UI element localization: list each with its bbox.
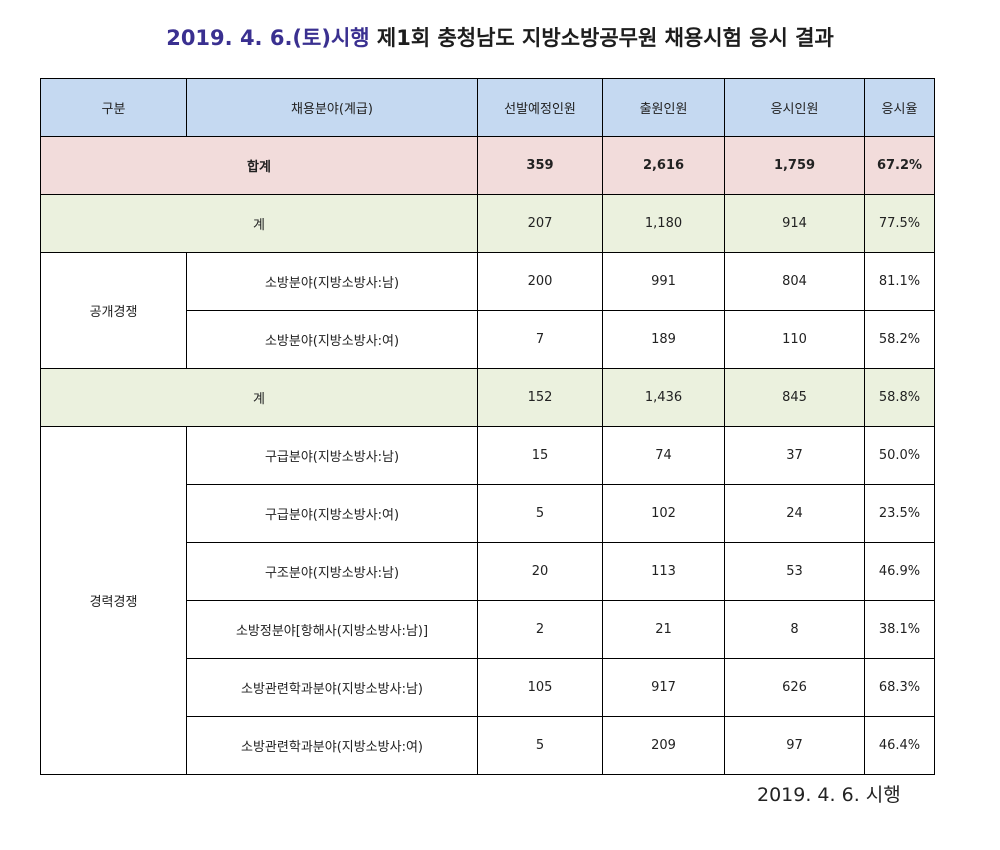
- row-rate: 68.3%: [864, 658, 935, 717]
- total-attended: 1,759: [724, 136, 865, 195]
- row-planned: 200: [477, 252, 603, 311]
- footer-date: 2019. 4. 6. 시행: [757, 784, 901, 806]
- row-planned: 2: [477, 600, 603, 659]
- total-planned: 359: [477, 136, 603, 195]
- row-planned: 5: [477, 484, 603, 543]
- title-date: 2019. 4. 6.(토)시행: [166, 26, 370, 50]
- table-header-row: 구분 채용분야(계급) 선발예정인원 출원인원 응시인원 응시율: [40, 78, 935, 137]
- row-field: 소방정분야[항해사(지방소방사:남)]: [186, 600, 478, 659]
- open-group-label: 공개경쟁: [40, 252, 187, 369]
- row-field: 소방관련학과분야(지방소방사:여): [186, 716, 478, 775]
- row-applied: 74: [602, 426, 725, 485]
- header-applied: 출원인원: [602, 78, 725, 137]
- row-planned: 20: [477, 542, 603, 601]
- career-subtotal-applied: 1,436: [602, 368, 725, 427]
- row-rate: 46.9%: [864, 542, 935, 601]
- row-attended: 110: [724, 310, 865, 369]
- table-row: 경력경쟁 구급분야(지방소방사:남) 15 74 37 50.0%: [40, 426, 935, 775]
- row-field: 소방분야(지방소방사:여): [186, 310, 478, 369]
- table-row: 구급분야(지방소방사:여) 5 102 24 23.5%: [41, 484, 935, 543]
- table-row: 소방분야(지방소방사:여) 7 189 110 58.2%: [41, 310, 935, 369]
- row-rate: 58.2%: [864, 310, 935, 369]
- results-table: 구분 채용분야(계급) 선발예정인원 출원인원 응시인원 응시율 합계 359 …: [40, 78, 935, 775]
- total-label: 합계: [40, 136, 478, 195]
- header-field: 채용분야(계급): [186, 78, 478, 137]
- row-attended: 97: [724, 716, 865, 775]
- row-field: 소방관련학과분야(지방소방사:남): [186, 658, 478, 717]
- table-row: 공개경쟁 소방분야(지방소방사:남) 200 991 804 81.1%: [40, 252, 935, 369]
- open-subtotal-label: 계: [40, 194, 478, 253]
- row-field: 소방분야(지방소방사:남): [186, 252, 478, 311]
- row-planned: 7: [477, 310, 603, 369]
- header-attended: 응시인원: [724, 78, 865, 137]
- career-subtotal-planned: 152: [477, 368, 603, 427]
- table-row: 소방정분야[항해사(지방소방사:남)] 2 21 8 38.1%: [41, 600, 935, 659]
- total-applied: 2,616: [602, 136, 725, 195]
- career-subtotal-attended: 845: [724, 368, 865, 427]
- row-rate: 81.1%: [864, 252, 935, 311]
- row-attended: 37: [724, 426, 865, 485]
- row-attended: 804: [724, 252, 865, 311]
- row-attended: 53: [724, 542, 865, 601]
- total-row: 합계 359 2,616 1,759 67.2%: [40, 136, 935, 195]
- row-applied: 209: [602, 716, 725, 775]
- row-planned: 15: [477, 426, 603, 485]
- career-subtotal-label: 계: [40, 368, 478, 427]
- row-applied: 102: [602, 484, 725, 543]
- row-field: 구급분야(지방소방사:남): [186, 426, 478, 485]
- row-attended: 24: [724, 484, 865, 543]
- table-row: 소방관련학과분야(지방소방사:남) 105 917 626 68.3%: [41, 658, 935, 717]
- title-text: 제1회 충청남도 지방소방공무원 채용시험 응시 결과: [369, 26, 834, 50]
- career-subtotal-rate: 58.8%: [864, 368, 935, 427]
- row-applied: 21: [602, 600, 725, 659]
- row-rate: 46.4%: [864, 716, 935, 775]
- row-planned: 5: [477, 716, 603, 775]
- career-group-label: 경력경쟁: [40, 426, 187, 775]
- row-rate: 50.0%: [864, 426, 935, 485]
- header-planned: 선발예정인원: [477, 78, 603, 137]
- table-row: 소방관련학과분야(지방소방사:여) 5 209 97 46.4%: [41, 716, 935, 775]
- open-subtotal-applied: 1,180: [602, 194, 725, 253]
- total-rate: 67.2%: [864, 136, 935, 195]
- row-field: 구조분야(지방소방사:남): [186, 542, 478, 601]
- header-category: 구분: [40, 78, 187, 137]
- open-subtotal-attended: 914: [724, 194, 865, 253]
- row-applied: 113: [602, 542, 725, 601]
- open-subtotal-rate: 77.5%: [864, 194, 935, 253]
- row-field: 구급분야(지방소방사:여): [186, 484, 478, 543]
- career-subtotal-row: 계 152 1,436 845 58.8%: [40, 368, 935, 427]
- open-subtotal-planned: 207: [477, 194, 603, 253]
- row-applied: 189: [602, 310, 725, 369]
- row-applied: 917: [602, 658, 725, 717]
- row-attended: 8: [724, 600, 865, 659]
- open-subtotal-row: 계 207 1,180 914 77.5%: [40, 194, 935, 253]
- table-row: 구조분야(지방소방사:남) 20 113 53 46.9%: [41, 542, 935, 601]
- row-rate: 23.5%: [864, 484, 935, 543]
- row-planned: 105: [477, 658, 603, 717]
- row-rate: 38.1%: [864, 600, 935, 659]
- page-title: 2019. 4. 6.(토)시행 제1회 충청남도 지방소방공무원 채용시험 응…: [0, 22, 1000, 52]
- header-rate: 응시율: [864, 78, 935, 137]
- row-applied: 991: [602, 252, 725, 311]
- row-attended: 626: [724, 658, 865, 717]
